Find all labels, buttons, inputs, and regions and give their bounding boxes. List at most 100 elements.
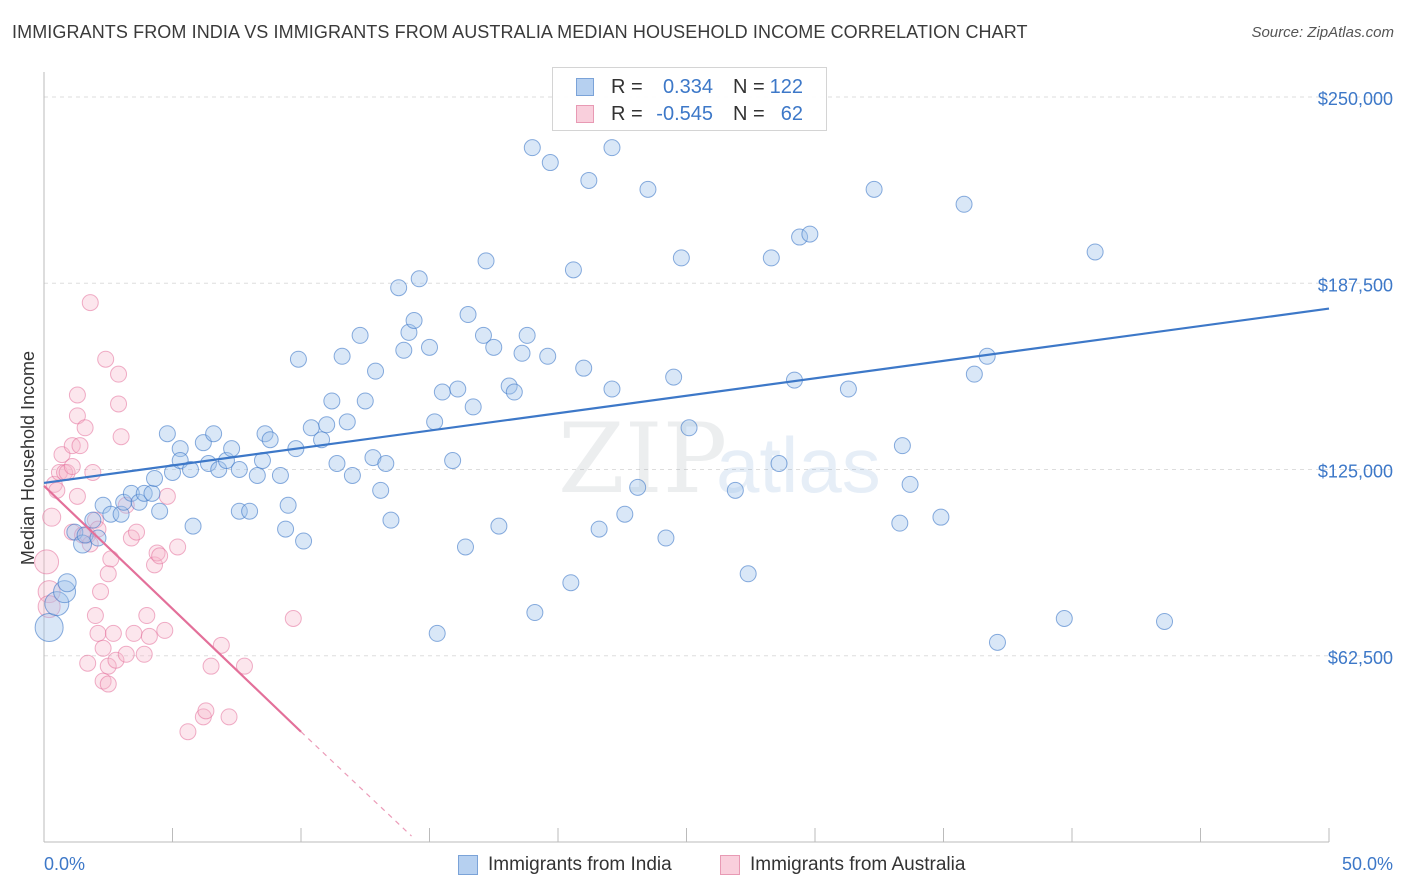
india-point [130, 493, 148, 511]
india-point [410, 270, 428, 288]
australia-point [81, 294, 99, 312]
india-point [289, 350, 307, 368]
trend-lines [43, 307, 1330, 837]
india-point [323, 392, 341, 410]
india-swatch [458, 855, 478, 875]
india-point [580, 171, 598, 189]
india-point [541, 154, 559, 172]
australia-point [151, 547, 169, 565]
australia-point [179, 723, 197, 741]
australia-point [68, 407, 86, 425]
australia-swatch [720, 855, 740, 875]
y-tick-label: $187,500 [1318, 275, 1393, 295]
india-point [1055, 610, 1073, 627]
india-point [143, 484, 161, 502]
x-tick-label-min: 0.0% [44, 854, 85, 874]
india-point [184, 517, 202, 535]
india-point [449, 380, 467, 398]
australia-point [48, 481, 66, 499]
australia-point [68, 487, 86, 505]
india-point [351, 326, 369, 344]
india-point [1156, 612, 1174, 630]
r-value: -0.545 [656, 103, 713, 125]
india-point [965, 365, 983, 383]
y-tick-label: $250,000 [1318, 89, 1393, 109]
india-point [955, 195, 973, 213]
india-point [865, 180, 883, 198]
australia-point [117, 645, 135, 663]
india-point [474, 326, 492, 344]
india-point [390, 279, 408, 297]
australia-point [110, 395, 128, 413]
india-point [151, 502, 169, 520]
india-point [513, 344, 531, 362]
india-point [279, 496, 297, 514]
india-point [261, 431, 279, 449]
australia-point [110, 365, 128, 383]
india-point [562, 574, 580, 592]
india-point [146, 469, 164, 487]
india-point [603, 380, 621, 398]
australia-point [102, 550, 120, 568]
india-point [616, 505, 634, 523]
australia-point [138, 607, 156, 625]
india-point [223, 440, 241, 458]
india-point [839, 380, 857, 398]
australia-trend-line [43, 485, 302, 733]
australia-point [125, 624, 143, 642]
india-point [241, 502, 259, 520]
r-value: 0.334 [662, 76, 713, 98]
australia-point [68, 386, 86, 404]
n-label: N = [733, 103, 765, 125]
india-point [333, 347, 351, 365]
watermark-zip: ZIP [558, 403, 727, 515]
india-point [639, 180, 657, 198]
india-point [84, 511, 102, 529]
india-point [405, 312, 423, 329]
india-point [590, 520, 608, 538]
india-point [428, 624, 446, 642]
india-point [891, 514, 909, 532]
india-point [271, 466, 289, 484]
australia-point [158, 487, 176, 505]
chart-title: IMMIGRANTS FROM INDIA VS IMMIGRANTS FROM… [12, 22, 1028, 42]
india-point [657, 529, 675, 547]
india-point [328, 455, 346, 473]
india-point [490, 517, 508, 535]
watermark-atlas: atlas [716, 421, 881, 509]
legend-label-australia: Immigrants from Australia [750, 854, 966, 875]
india-point [230, 502, 248, 520]
india-point [901, 475, 919, 493]
y-tick-label: $125,000 [1318, 462, 1393, 482]
axes [43, 72, 1330, 843]
x-tick-labels: 0.0% 50.0% [44, 854, 1393, 874]
india-point [564, 261, 582, 279]
india-point [356, 392, 374, 410]
india-swatch [576, 78, 594, 96]
australia-point [37, 595, 61, 619]
india-point [459, 306, 477, 324]
india-point [338, 413, 356, 431]
australia-point [104, 624, 122, 642]
australia-points [34, 294, 302, 741]
india-point [988, 633, 1006, 651]
india-point [539, 347, 557, 365]
india-trend-line [43, 307, 1330, 485]
n-label: N = [733, 76, 765, 98]
india-point [343, 466, 361, 484]
india-point [421, 338, 438, 356]
india-point [665, 368, 683, 386]
watermark: ZIP atlas [558, 403, 881, 515]
australia-point [169, 538, 187, 556]
india-point [791, 228, 809, 246]
india-point [295, 532, 313, 550]
india-point [433, 383, 451, 401]
india-points [34, 139, 1174, 651]
y-tick-labels: $62,500 $125,000 $187,500 $250,000 [1318, 89, 1393, 668]
india-point [426, 413, 444, 431]
india-point [318, 416, 336, 434]
india-point [518, 326, 536, 344]
australia-point [148, 544, 166, 562]
australia-point [42, 507, 62, 527]
gridlines [44, 96, 1395, 657]
